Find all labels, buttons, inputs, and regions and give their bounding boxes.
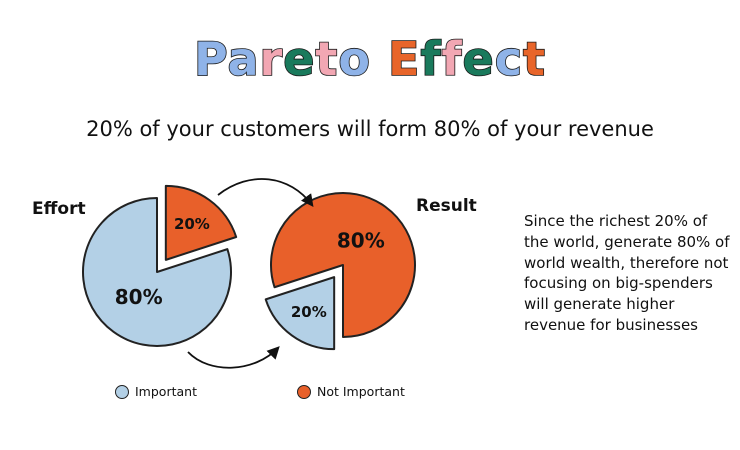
title-letter: E [387, 32, 421, 86]
title-letter: r [259, 32, 284, 86]
page-title: Pareto Effect [0, 35, 740, 83]
pie-slice [270, 192, 416, 338]
title-letter: e [462, 32, 495, 86]
title-letter: f [420, 32, 442, 86]
legend-item-not-important: Not Important [297, 384, 405, 399]
result-chart-title: Result [416, 196, 477, 216]
pie-slice-label: 20% [174, 215, 210, 233]
legend-swatch-important [115, 384, 129, 399]
title-letter: f [441, 32, 463, 86]
title-letter: o [338, 32, 372, 86]
effort-pie: 80% 20% [82, 184, 238, 347]
result-pie: 80% 20% [264, 192, 416, 351]
legend-label-important: Important [135, 384, 197, 399]
arrow-top [217, 178, 314, 208]
legend-item-important: Important [115, 384, 197, 399]
title-letter: e [282, 32, 316, 86]
title-letter: t [522, 32, 546, 86]
title-letter: a [227, 32, 260, 86]
pie-slice [82, 197, 232, 347]
legend-label-not-important: Not Important [317, 384, 405, 399]
title-letter: P [193, 32, 228, 86]
pie-slice [264, 276, 336, 351]
pie-slice [164, 184, 238, 261]
effort-chart-title: Effort [32, 199, 86, 219]
pie-slice-label: 20% [291, 303, 327, 321]
legend-swatch-not-important [297, 384, 311, 399]
title-letter: t [315, 32, 339, 86]
title-letter: c [494, 32, 523, 86]
arrow-bottom [187, 346, 280, 369]
pie-slice-label: 80% [115, 285, 163, 309]
subtitle: 20% of your customers will form 80% of y… [86, 117, 654, 141]
description-text: Since the richest 20% of the world, gene… [524, 212, 730, 334]
pie-slice-label: 80% [337, 229, 385, 253]
